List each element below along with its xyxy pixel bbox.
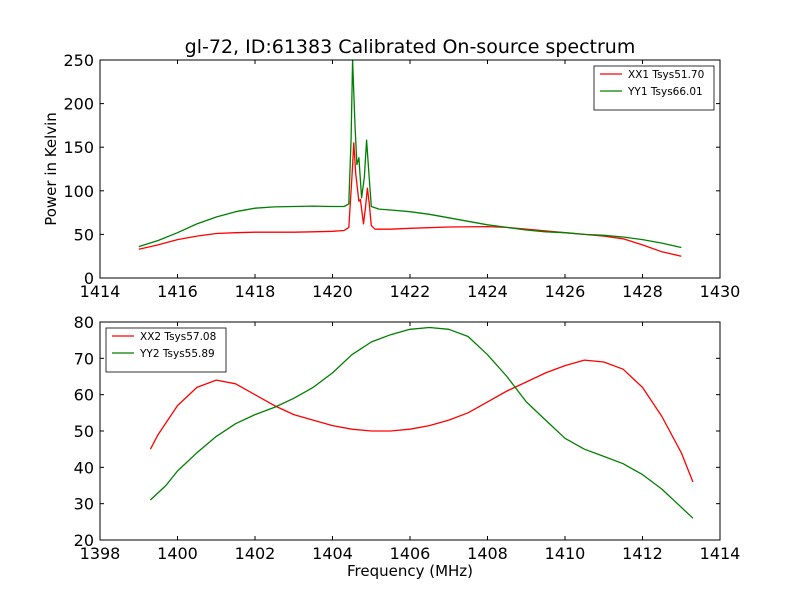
y-tick-label: 40: [74, 458, 94, 477]
top-chart-y-axis-label: Power in Kelvin: [42, 112, 60, 226]
y-tick-label: 250: [63, 51, 94, 70]
x-tick-label: 1408: [467, 544, 508, 563]
bottom-chart-x-axis-label: Frequency (MHz): [347, 562, 473, 580]
series-line-2: [149, 326, 694, 519]
x-tick-label: 1422: [390, 282, 431, 301]
x-tick-label: 1406: [390, 544, 431, 563]
y-tick-label: 50: [74, 422, 94, 441]
x-tick-label: 1404: [312, 544, 353, 563]
y-tick-label: 0: [84, 269, 94, 288]
y-tick-label: 80: [74, 313, 94, 332]
legend: XX2 Tsys57.08 YY2 Tsys55.89: [105, 327, 227, 373]
x-tick-label: 1398: [80, 544, 121, 563]
series-line-1: [138, 142, 682, 257]
x-tick-label: 1414: [80, 282, 121, 301]
legend-frame: [105, 327, 227, 373]
x-tick-label: 1428: [622, 282, 663, 301]
y-tick-label: 150: [63, 138, 94, 157]
y-tick-label: 20: [74, 531, 94, 550]
legend-entry: YY2 Tsys55.89: [139, 348, 215, 360]
legend-entry: YY1 Tsys66.01: [627, 86, 703, 98]
x-tick-label: 1424: [467, 282, 508, 301]
x-tick-label: 1416: [157, 282, 198, 301]
y-tick-label: 70: [74, 349, 94, 368]
top-chart-panel: 1414 1416 1418 1420 1422 1424 1426 1428 1430 0 50 1…: [63, 51, 740, 301]
x-tick-label: 1412: [622, 544, 663, 563]
y-tick-label: 30: [74, 495, 94, 514]
chart-title: gl-72, ID:61383 Calibrated On-source spe…: [185, 36, 636, 58]
x-tick-label: 1430: [700, 282, 741, 301]
legend-entry: XX2 Tsys57.08: [140, 331, 216, 343]
x-tick-label: 1418: [235, 282, 276, 301]
bottom-chart-panel: 1398 1400 1402 1404 1406 1408 1410 1412 1414 20 30…: [74, 313, 741, 563]
x-tick-label: 1414: [700, 544, 741, 563]
x-tick-label: 1402: [235, 544, 276, 563]
legend-frame: [593, 65, 715, 111]
x-tick-label: 1410: [545, 544, 586, 563]
x-tick-label: 1400: [157, 544, 198, 563]
legend-entry: XX1 Tsys51.70: [628, 69, 704, 81]
y-tick-label: 60: [74, 386, 94, 405]
series-line-2: [138, 59, 682, 249]
series-line-1: [149, 359, 694, 483]
x-tick-label: 1420: [312, 282, 353, 301]
x-tick-label: 1426: [545, 282, 586, 301]
y-tick-label: 50: [74, 225, 94, 244]
legend: XX1 Tsys51.70 YY1 Tsys66.01: [593, 65, 715, 111]
y-tick-label: 100: [63, 182, 94, 201]
y-tick-label: 200: [63, 95, 94, 114]
